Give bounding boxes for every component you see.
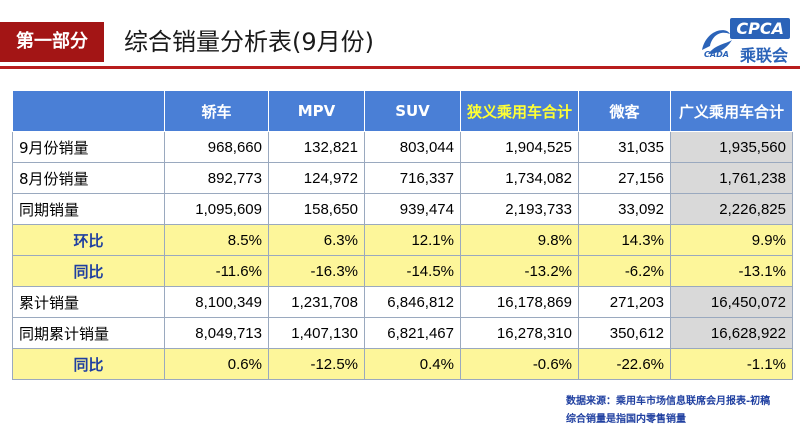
table-cell: 16,178,869 (460, 286, 579, 318)
row-label: 9月份销量 (12, 131, 165, 163)
table-row: 环比 8.5% 6.3% 12.1% 9.8% 14.3% 9.9% (12, 224, 793, 256)
table-cell: -13.2% (460, 255, 579, 287)
column-header: 广义乘用车合计 (670, 90, 793, 132)
table-cell: 2,226,825 (670, 193, 793, 225)
data-source-note: 数据来源：乘用车市场信息联席会月报表-初稿 (566, 396, 771, 407)
table-cell: 31,035 (578, 131, 671, 163)
row-label: 同期累计销量 (12, 317, 165, 349)
table-cell: 1,935,560 (670, 131, 793, 163)
table-cell: 1,734,082 (460, 162, 579, 194)
logo-text: CPCA (730, 18, 790, 39)
table-cell: 158,650 (268, 193, 365, 225)
table-cell: -0.6% (460, 348, 579, 380)
table-cell: -22.6% (578, 348, 671, 380)
row-label: 环比 (12, 224, 165, 256)
table-cell: 1,904,525 (460, 131, 579, 163)
column-header: 狭义乘用车合计 (460, 90, 579, 132)
table-cell: 1,231,708 (268, 286, 365, 318)
table-row: 同比 -11.6% -16.3% -14.5% -13.2% -6.2% -13… (12, 255, 793, 287)
table-cell: 132,821 (268, 131, 365, 163)
logo-subtext: 乘联会 (739, 46, 788, 65)
table-cell: 16,450,072 (670, 286, 793, 318)
table-cell: 1,407,130 (268, 317, 365, 349)
table-row: 同期累计销量 8,049,713 1,407,130 6,821,467 16,… (12, 317, 793, 349)
table-row: 同期销量 1,095,609 158,650 939,474 2,193,733… (12, 193, 793, 225)
table-row: 累计销量 8,100,349 1,231,708 6,846,812 16,17… (12, 286, 793, 318)
table-cell: 968,660 (164, 131, 269, 163)
row-label: 同比 (12, 255, 165, 287)
table-cell: -1.1% (670, 348, 793, 380)
table-cell: 6,846,812 (364, 286, 461, 318)
table-cell: 803,044 (364, 131, 461, 163)
cpca-logo: CPCA 乘联会 CADA (692, 16, 796, 65)
sales-table: 轿车 MPV SUV 狭义乘用车合计 微客 广义乘用车合计 9月份销量 968,… (12, 90, 793, 380)
table-cell: -14.5% (364, 255, 461, 287)
table-cell: -11.6% (164, 255, 269, 287)
logo-swirl-icon (702, 30, 732, 54)
column-header: 轿车 (164, 90, 269, 132)
table-cell: 0.4% (364, 348, 461, 380)
column-header: SUV (364, 90, 461, 132)
table-cell: 350,612 (578, 317, 671, 349)
table-cell: 16,278,310 (460, 317, 579, 349)
column-header: MPV (268, 90, 365, 132)
table-cell: 716,337 (364, 162, 461, 194)
table-row: 同比 0.6% -12.5% 0.4% -0.6% -22.6% -1.1% (12, 348, 793, 380)
table-cell: 8.5% (164, 224, 269, 256)
page-title: 综合销量分析表(9月份) (124, 28, 374, 56)
table-cell: 1,095,609 (164, 193, 269, 225)
table-cell: 6,821,467 (364, 317, 461, 349)
row-label: 同期销量 (12, 193, 165, 225)
table-cell: -13.1% (670, 255, 793, 287)
table-cell: 939,474 (364, 193, 461, 225)
table-cell: 6.3% (268, 224, 365, 256)
table-cell: 124,972 (268, 162, 365, 194)
table-cell: 27,156 (578, 162, 671, 194)
table-row: 8月份销量 892,773 124,972 716,337 1,734,082 … (12, 162, 793, 194)
table-header-row: 轿车 MPV SUV 狭义乘用车合计 微客 广义乘用车合计 (12, 90, 793, 132)
table-cell: 2,193,733 (460, 193, 579, 225)
table-cell: 9.8% (460, 224, 579, 256)
column-header (12, 90, 165, 132)
row-label: 8月份销量 (12, 162, 165, 194)
table-cell: 33,092 (578, 193, 671, 225)
table-cell: 8,049,713 (164, 317, 269, 349)
definition-note: 综合销量是指国内零售销量 (566, 414, 686, 425)
section-tab: 第一部分 (0, 22, 104, 62)
table-cell: 12.1% (364, 224, 461, 256)
table-cell: 271,203 (578, 286, 671, 318)
table-cell: -12.5% (268, 348, 365, 380)
table-cell: -6.2% (578, 255, 671, 287)
table-cell: 9.9% (670, 224, 793, 256)
table-cell: 16,628,922 (670, 317, 793, 349)
table-cell: 0.6% (164, 348, 269, 380)
row-label: 累计销量 (12, 286, 165, 318)
table-cell: 892,773 (164, 162, 269, 194)
table-cell: -16.3% (268, 255, 365, 287)
title-divider (0, 66, 800, 69)
table-row: 9月份销量 968,660 132,821 803,044 1,904,525 … (12, 131, 793, 163)
table-cell: 14.3% (578, 224, 671, 256)
column-header: 微客 (578, 90, 671, 132)
table-cell: 8,100,349 (164, 286, 269, 318)
logo-mini-text: CADA (704, 50, 729, 59)
table-cell: 1,761,238 (670, 162, 793, 194)
row-label: 同比 (12, 348, 165, 380)
